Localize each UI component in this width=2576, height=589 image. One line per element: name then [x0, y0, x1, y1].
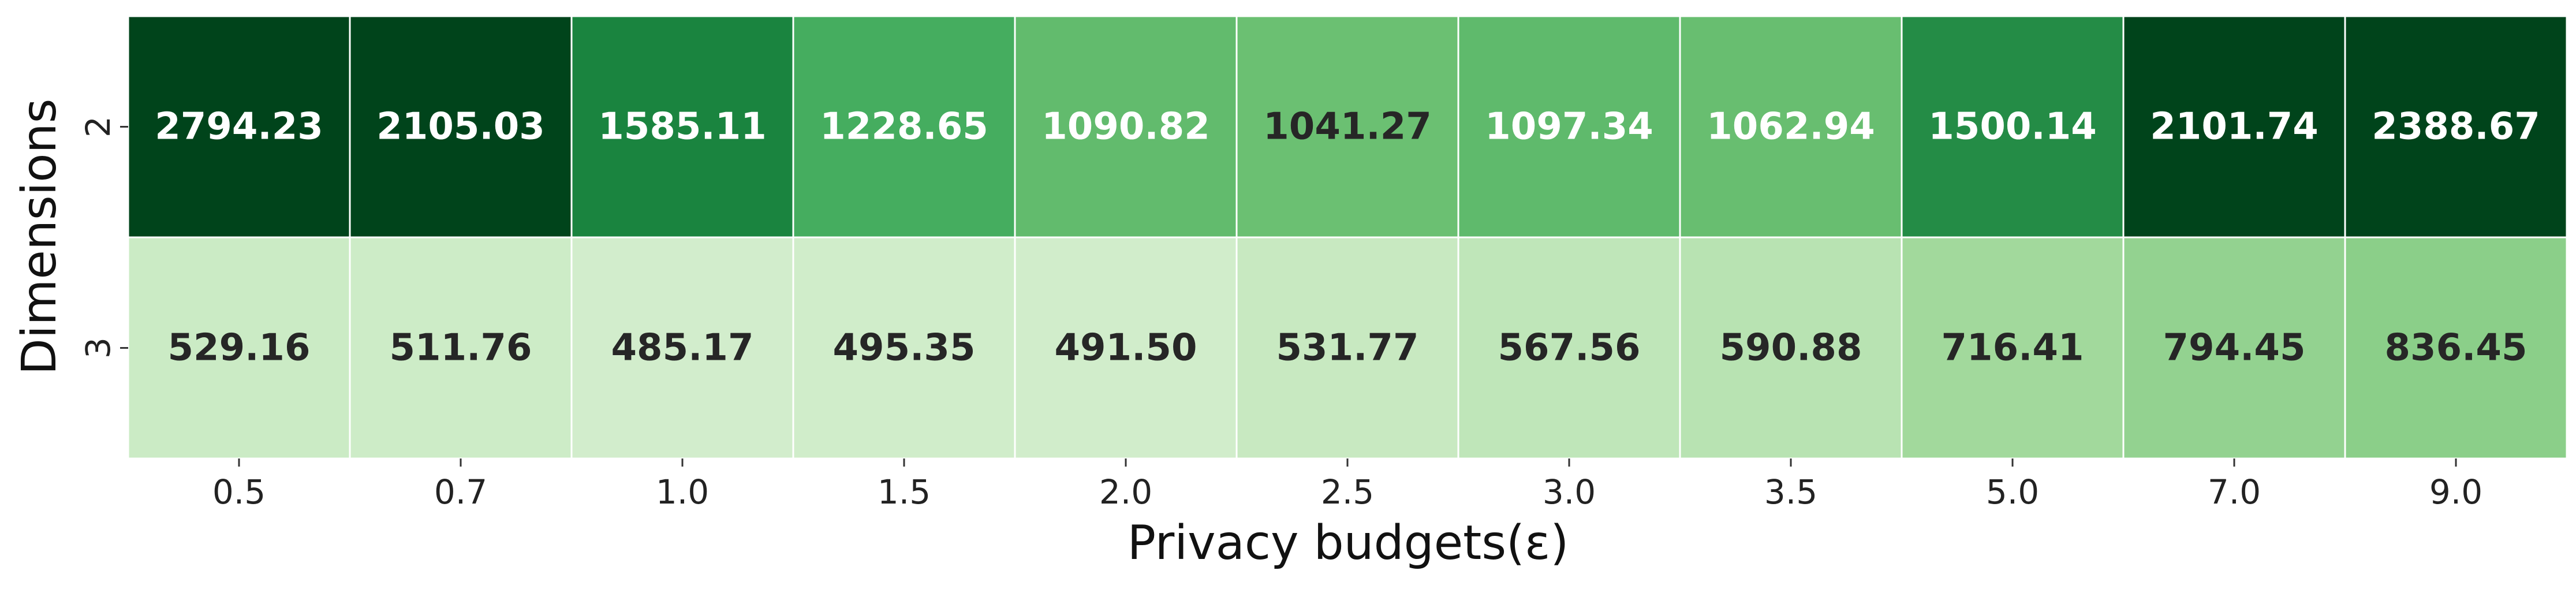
heatmap-cell-value: 836.45 — [2385, 327, 2528, 370]
heatmap-cell-value: 2794.23 — [155, 106, 323, 148]
heatmap-cell-value: 567.56 — [1498, 327, 1641, 370]
heatmap-cell-value: 1062.94 — [1707, 106, 1875, 148]
y-axis-ticks: 23 — [79, 116, 128, 359]
x-tick-label: 2.0 — [1099, 472, 1152, 512]
heatmap-cell-value: 485.17 — [611, 327, 754, 370]
x-tick-label: 9.0 — [2429, 472, 2482, 512]
heatmap-cell-value: 1585.11 — [598, 106, 767, 148]
y-axis-label: Dimensions — [12, 99, 67, 375]
heatmap-cell-r2-c3 — [792, 15, 1016, 238]
x-tick-label: 0.7 — [434, 472, 487, 512]
heatmap-cell-value: 2388.67 — [2372, 106, 2540, 148]
heatmap-cell-value: 716.41 — [1942, 327, 2084, 370]
heatmap-cell-r2-c0 — [127, 15, 351, 238]
heatmap-cell-r2-c5 — [1235, 15, 1459, 238]
x-axis-ticks: 0.5 0.7 1.0 1.5 2.0 2.5 3.0 3.5 5.0 7.0 9.0 — [212, 458, 2482, 512]
heatmap-cell-r3-c0 — [127, 236, 351, 460]
heatmap-cell-r3-c7 — [1679, 236, 1903, 460]
heatmap-cell-r2-c4 — [1014, 15, 1238, 238]
heatmap-cell-r2-c1 — [349, 15, 573, 238]
x-tick-label: 3.0 — [1543, 472, 1596, 512]
heatmap-cell-r3-c6 — [1457, 236, 1681, 460]
heatmap-cell-value: 1041.27 — [1263, 106, 1432, 148]
heatmap-cell-r2-c9 — [2122, 15, 2346, 238]
heatmap-cell-r2-c10 — [2344, 15, 2568, 238]
heatmap-cell-r3-c4 — [1014, 236, 1238, 460]
heatmap-cell-r3-c1 — [349, 236, 573, 460]
heatmap-cell-value: 1228.65 — [820, 106, 988, 148]
heatmap-cell-value: 2101.74 — [2150, 106, 2319, 148]
heatmap-cell-r3-c9 — [2122, 236, 2346, 460]
heatmap-cell-value: 2105.03 — [376, 106, 545, 148]
x-tick-label: 0.5 — [212, 472, 266, 512]
heatmap-cell-r2-c2 — [570, 15, 794, 238]
heatmap-cell-value: 1097.34 — [1485, 106, 1653, 148]
heatmap-cell-r3-c8 — [1901, 236, 2125, 460]
heatmap-cell-r3-c5 — [1235, 236, 1459, 460]
heatmap-cell-r3-c3 — [792, 236, 1016, 460]
x-axis-label: Privacy budgets(ε) — [1128, 516, 1569, 571]
heatmap-cell-r2-c7 — [1679, 15, 1903, 238]
heatmap-cell-value: 495.35 — [833, 327, 976, 370]
heatmap-cell-r3-c2 — [570, 236, 794, 460]
x-tick-label: 7.0 — [2208, 472, 2261, 512]
heatmap-cell-r3-c10 — [2344, 236, 2568, 460]
heatmap-cell-value: 1090.82 — [1041, 106, 1210, 148]
x-tick-label: 2.5 — [1321, 472, 1374, 512]
heatmap-cell-value: 511.76 — [390, 327, 532, 370]
heatmap-cell-value: 529.16 — [168, 327, 311, 370]
heatmap-cell-value: 590.88 — [1720, 327, 1862, 370]
x-tick-label: 3.5 — [1764, 472, 1817, 512]
heatmap-cell-value: 491.50 — [1055, 327, 1197, 370]
heatmap-cell-value: 1500.14 — [1928, 106, 2097, 148]
x-tick-label: 1.0 — [656, 472, 709, 512]
y-tick-label: 3 — [79, 337, 118, 359]
x-tick-label: 5.0 — [1986, 472, 2039, 512]
heatmap-cell-value: 794.45 — [2163, 327, 2306, 370]
heatmap-cell-value: 531.77 — [1276, 327, 1419, 370]
x-tick-label: 1.5 — [878, 472, 931, 512]
y-tick-label: 2 — [79, 116, 118, 137]
heatmap-cells: 2794.23 2105.03 1585.11 1228.65 1090.82 1041.… — [127, 15, 2568, 460]
